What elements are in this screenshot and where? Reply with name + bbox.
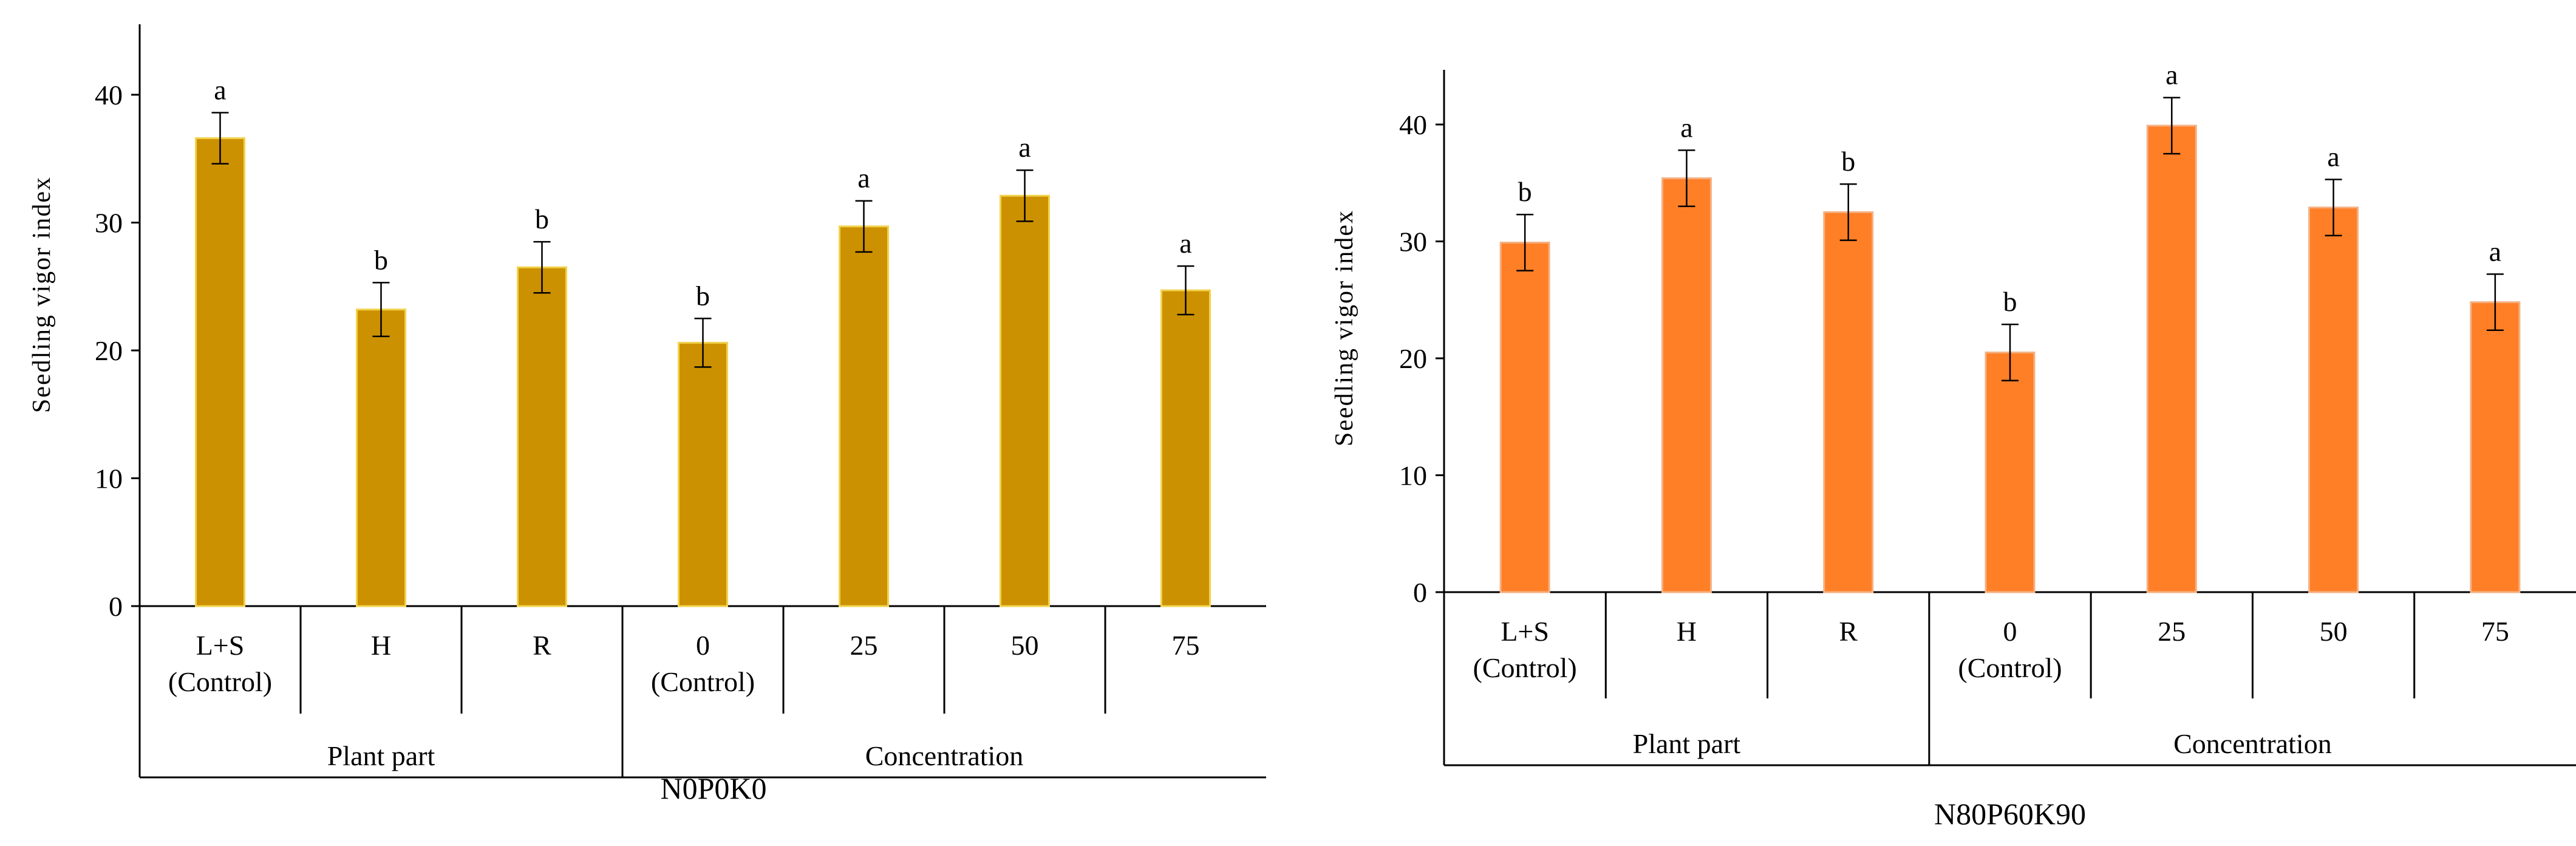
chart-caption: N80P60K90 xyxy=(1934,797,2086,831)
category-label: 25 xyxy=(850,630,878,661)
chart-1: 0 10 20 30 40 Seedling vigor index a L+S (Contro… xyxy=(28,24,1266,805)
category-label: R xyxy=(533,630,551,661)
group-label: Plant part xyxy=(327,740,435,771)
significance-letter: a xyxy=(214,74,226,105)
significance-letter: b xyxy=(2003,286,2017,317)
significance-letter: a xyxy=(1680,112,1692,143)
bar xyxy=(2146,125,2197,593)
y-tick-label: 20 xyxy=(95,335,123,366)
y-tick-label: 0 xyxy=(1413,577,1427,608)
bar xyxy=(2308,206,2359,593)
category-label: 50 xyxy=(2320,616,2348,647)
group-label: Concentration xyxy=(865,740,1024,771)
significance-letter: a xyxy=(2489,236,2501,267)
y-tick-label: 30 xyxy=(1399,227,1427,258)
category-label: H xyxy=(1677,616,1697,647)
group-label: Concentration xyxy=(2173,728,2332,759)
significance-letter: b xyxy=(696,280,710,311)
y-tick-label: 20 xyxy=(1399,343,1427,374)
significance-letter: b xyxy=(1518,176,1532,207)
bar xyxy=(1985,351,2036,593)
bar xyxy=(1160,289,1211,607)
category-label: 25 xyxy=(2158,616,2186,647)
bar xyxy=(2470,301,2521,593)
y-axis-label: Seedling vigor index xyxy=(28,176,56,413)
bar xyxy=(678,341,728,607)
group-label: Plant part xyxy=(1633,728,1741,759)
bar xyxy=(1000,194,1050,607)
bar xyxy=(1661,177,1712,593)
category-label: 50 xyxy=(1011,630,1039,661)
y-tick-label: 40 xyxy=(95,80,123,111)
category-label: 0 xyxy=(2003,616,2017,647)
chart-2: 0 10 20 30 40 Seedling vigor index b L+S (Contro… xyxy=(1331,60,2576,831)
significance-letter: a xyxy=(2327,141,2339,172)
significance-letter: a xyxy=(857,163,870,194)
significance-letter: a xyxy=(1018,132,1031,163)
bar xyxy=(356,309,406,607)
significance-letter: a xyxy=(1179,228,1191,259)
y-tick-label: 40 xyxy=(1399,109,1427,140)
category-label: R xyxy=(1839,616,1858,647)
significance-letter: b xyxy=(535,203,549,234)
bar xyxy=(1823,211,1874,593)
category-sublabel: (Control) xyxy=(1473,652,1577,683)
y-axis-label: Seedling vigor index xyxy=(1331,210,1358,446)
bar xyxy=(195,137,245,607)
category-sublabel: (Control) xyxy=(651,666,755,697)
category-label: 75 xyxy=(2481,616,2509,647)
category-label: L+S xyxy=(1501,616,1549,647)
category-label: H xyxy=(371,630,391,661)
significance-letter: b xyxy=(374,244,388,275)
bar xyxy=(1499,241,1550,593)
y-tick-label: 10 xyxy=(95,463,123,494)
y-tick-label: 30 xyxy=(95,208,123,239)
category-label: 0 xyxy=(696,630,710,661)
chart-caption: N0P0K0 xyxy=(660,771,766,805)
category-sublabel: (Control) xyxy=(168,666,272,697)
category-sublabel: (Control) xyxy=(1958,652,2062,683)
significance-letter: b xyxy=(1841,146,1855,177)
bar xyxy=(517,266,567,607)
y-tick-label: 10 xyxy=(1399,460,1427,491)
y-tick-label: 0 xyxy=(109,591,123,622)
category-label: 75 xyxy=(1172,630,1200,661)
category-label: L+S xyxy=(196,630,245,661)
bar xyxy=(839,225,889,607)
significance-letter: a xyxy=(2165,60,2178,90)
